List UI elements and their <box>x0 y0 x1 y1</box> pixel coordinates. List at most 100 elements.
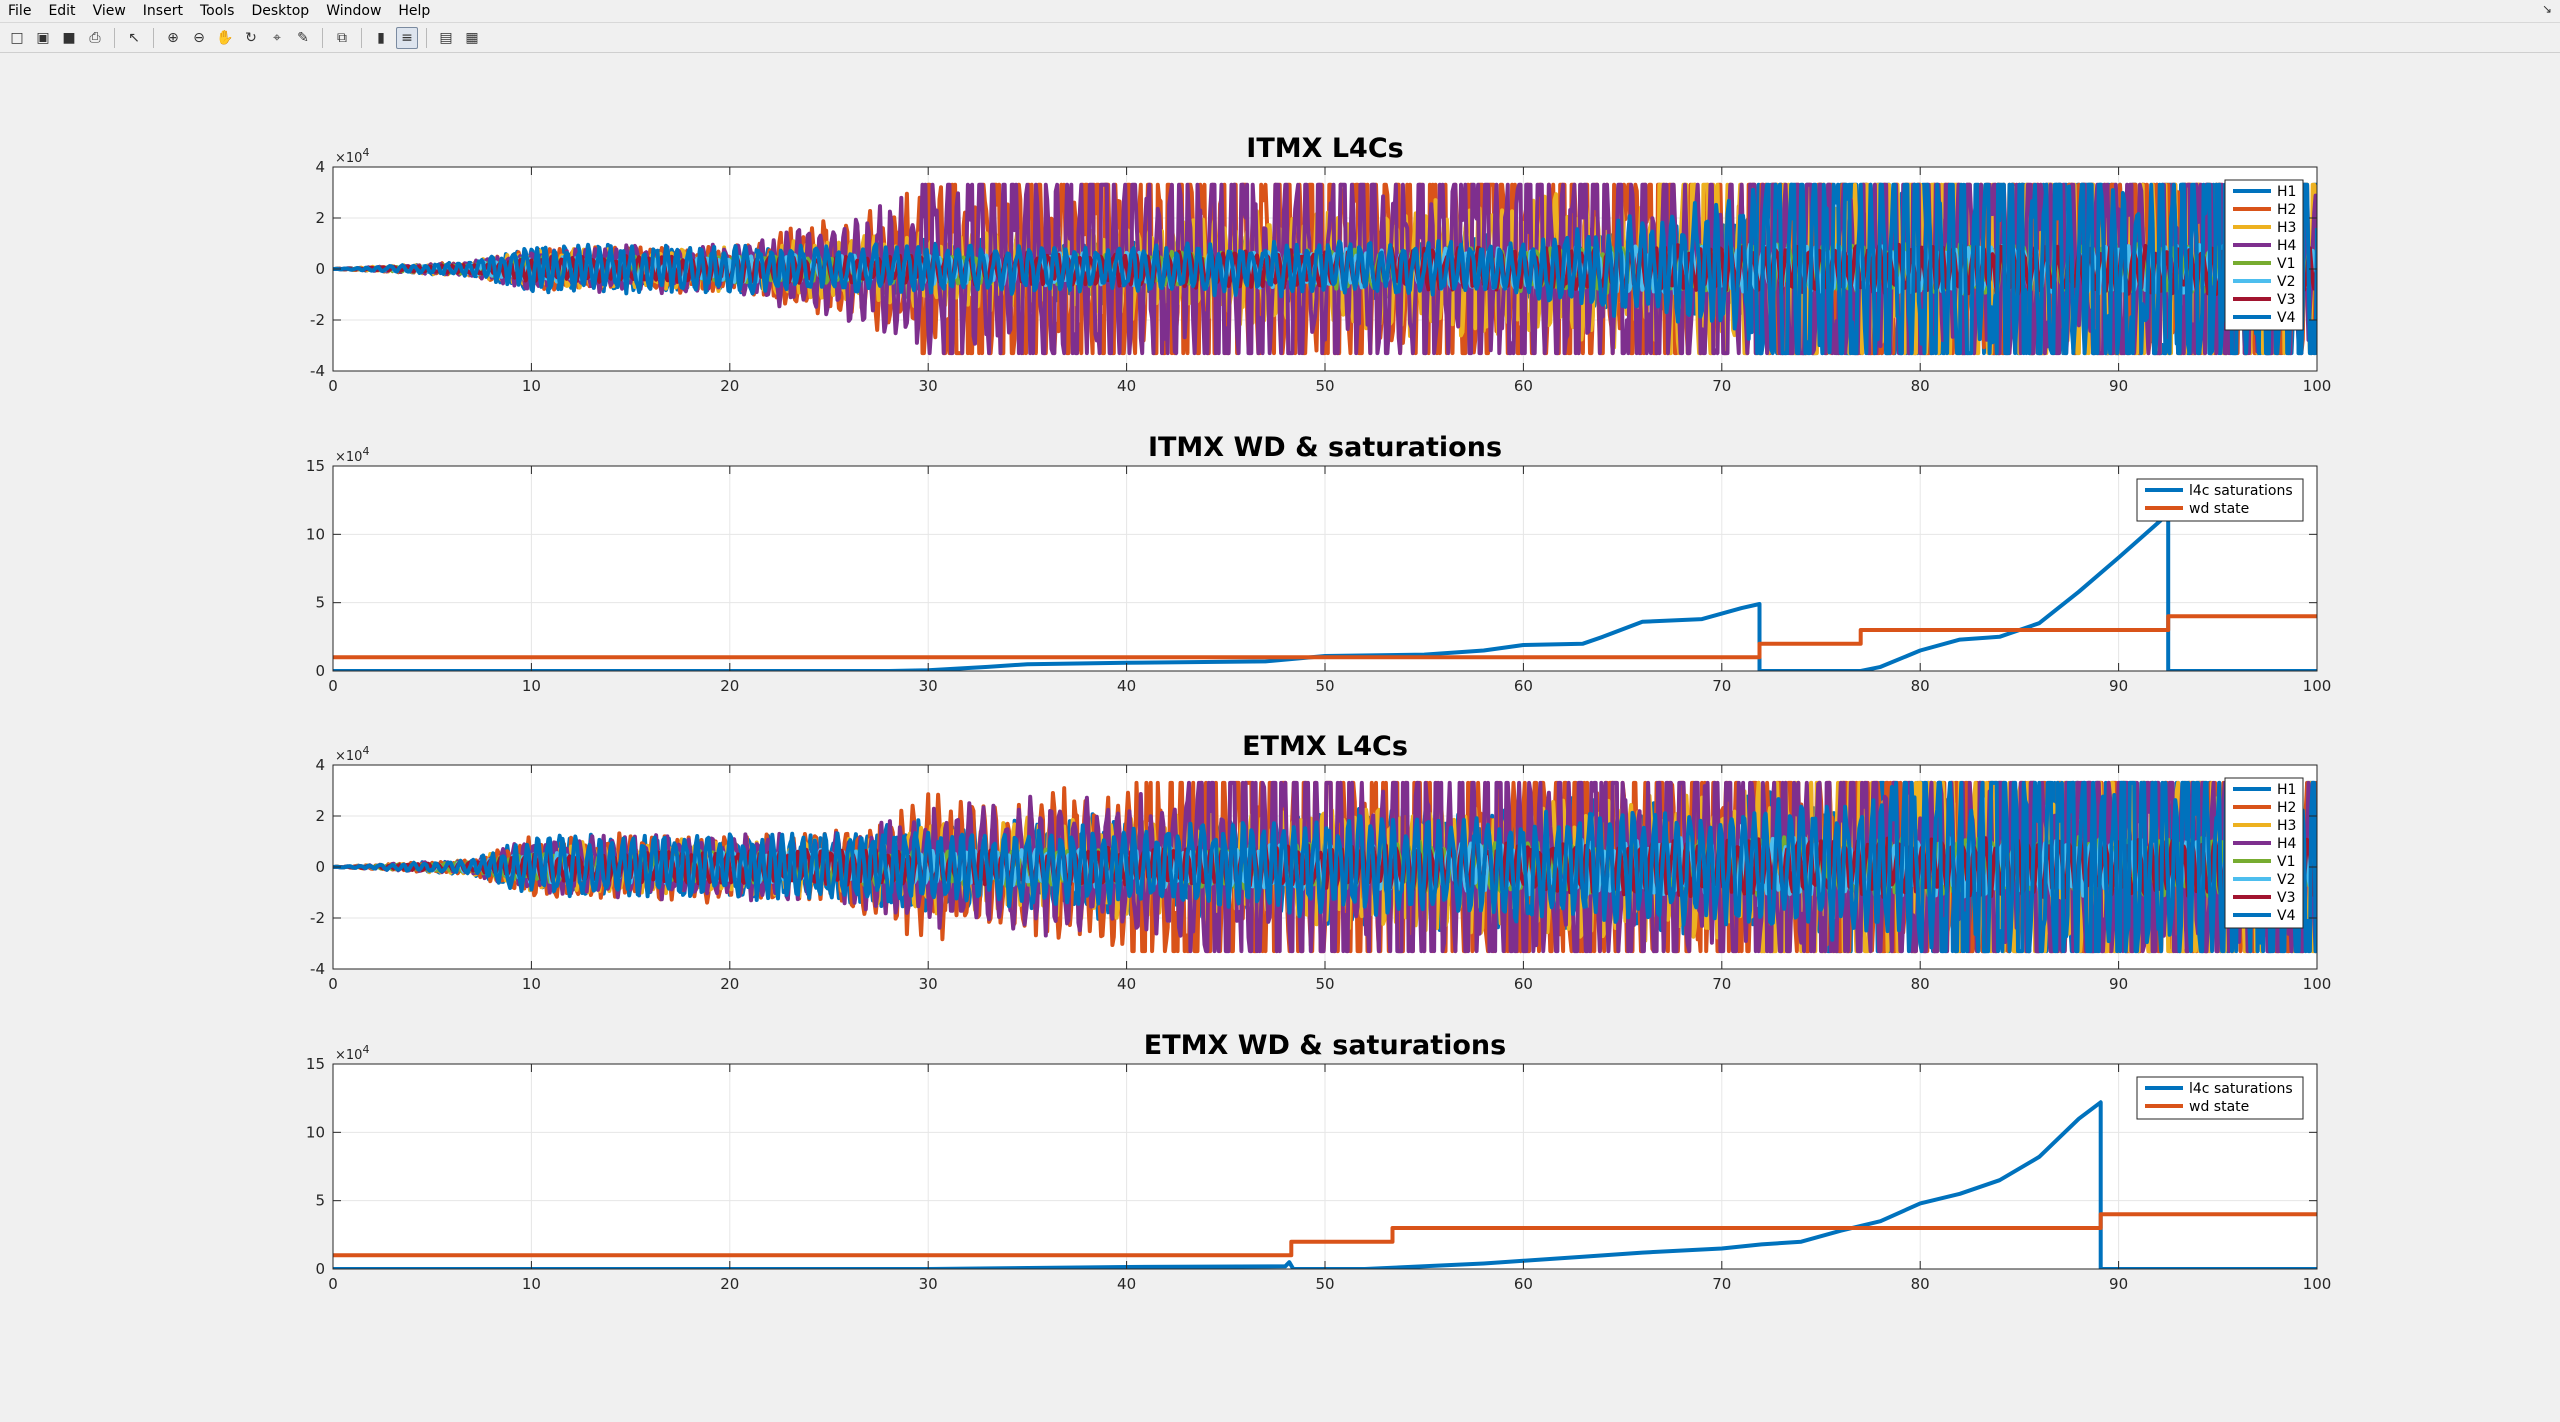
brush-icon[interactable]: ✎ <box>297 29 309 46</box>
hide-plot-tools-icon[interactable]: ▤ <box>439 29 453 46</box>
legend-entry: V3 <box>2277 292 2295 308</box>
x-tick-label: 70 <box>1712 1275 1731 1293</box>
x-tick-label: 60 <box>1514 1275 1533 1293</box>
menu-insert[interactable]: Insert <box>142 3 183 19</box>
x-tick-label: 10 <box>522 975 541 993</box>
y-exponent-label: ×104 <box>335 445 369 465</box>
pan-icon[interactable]: ✋ <box>216 29 234 46</box>
dock-arrow-icon[interactable]: ↘ <box>2541 2 2552 16</box>
menu-help[interactable]: Help <box>398 3 431 19</box>
legend: H1 H2 H3 H4 V1 V2 V3 V4 <box>2224 179 2304 331</box>
x-tick-label: 90 <box>2109 677 2128 695</box>
x-tick-label: 100 <box>2303 1275 2332 1293</box>
x-tick-label: 70 <box>1712 377 1731 395</box>
legend-entry: H1 <box>2277 782 2296 798</box>
x-tick-label: 10 <box>522 677 541 695</box>
rotate-icon[interactable]: ↻ <box>245 29 257 46</box>
new-file-icon[interactable]: □ <box>10 29 24 46</box>
x-tick-label: 60 <box>1514 975 1533 993</box>
menu-desktop[interactable]: Desktop <box>251 3 310 19</box>
x-tick-label: 50 <box>1315 1275 1334 1293</box>
x-tick-label: 30 <box>919 1275 938 1293</box>
series-group <box>333 511 2317 671</box>
toolbar-separator <box>322 27 323 48</box>
x-tick-label: 80 <box>1911 975 1930 993</box>
y-exponent-label: ×104 <box>335 1043 369 1063</box>
series-line-l4c-saturations <box>333 1100 2317 1269</box>
y-tick-label: 0 <box>315 858 325 876</box>
menu-edit[interactable]: Edit <box>48 3 76 19</box>
menu-view[interactable]: View <box>92 3 126 19</box>
y-tick-label: 0 <box>315 1260 325 1278</box>
series-line-wd-state <box>333 1212 2317 1258</box>
y-tick-label: 5 <box>315 594 325 612</box>
y-exponent-power: 4 <box>362 744 369 757</box>
legend-entry: H2 <box>2277 202 2296 218</box>
menu-file[interactable]: File <box>8 3 32 19</box>
y-tick-label: 10 <box>306 1123 325 1141</box>
series-line-l4c-saturations <box>333 511 2317 671</box>
legend-entry: l4c saturations <box>2189 1081 2293 1097</box>
x-tick-label: 80 <box>1911 677 1930 695</box>
x-tick-label: 0 <box>328 677 338 695</box>
y-tick-label: -2 <box>310 311 325 329</box>
x-tick-label: 70 <box>1712 677 1731 695</box>
save-icon[interactable]: ■ <box>62 29 76 46</box>
legend-entry: H3 <box>2277 818 2296 834</box>
y-tick-label: 2 <box>315 209 325 227</box>
series-group <box>333 1100 2317 1269</box>
colorbar-icon[interactable]: ▮ <box>377 29 385 46</box>
open-folder-icon[interactable]: ▣ <box>36 29 50 46</box>
x-tick-label: 100 <box>2303 377 2332 395</box>
zoom-out-icon[interactable]: ⊖ <box>193 29 205 46</box>
y-tick-label: -4 <box>310 960 325 978</box>
y-tick-label: 2 <box>315 807 325 825</box>
y-exponent-power: 4 <box>362 445 369 458</box>
x-tick-label: 70 <box>1712 975 1731 993</box>
link-plot-icon[interactable]: ⧉ <box>337 29 347 46</box>
legend-entry: V2 <box>2277 872 2295 888</box>
x-tick-label: 60 <box>1514 377 1533 395</box>
show-plot-tools-icon[interactable]: ▦ <box>465 29 479 46</box>
legend-box <box>2224 777 2304 929</box>
toolbar-separator <box>426 27 427 48</box>
legend-entry: V1 <box>2277 256 2295 272</box>
x-tick-label: 80 <box>1911 377 1930 395</box>
legend-entry: H1 <box>2277 184 2296 200</box>
pointer-icon[interactable]: ↖ <box>128 29 140 46</box>
figure-canvas: 0 10 20 30 40 50 60 70 80 90 100 -4 -2 0 2 4 ×104 ITMX L4… <box>0 54 2560 1418</box>
x-tick-label: 60 <box>1514 677 1533 695</box>
y-tick-label: 15 <box>306 1055 325 1073</box>
x-tick-label: 40 <box>1117 975 1136 993</box>
toolbar-separator <box>114 27 115 48</box>
legend-icon[interactable]: ≡ <box>396 26 418 49</box>
legend-entry: V4 <box>2277 310 2296 326</box>
legend-entry: wd state <box>2189 501 2249 517</box>
axes-title: ETMX WD & saturations <box>1144 1030 1506 1061</box>
x-tick-label: 30 <box>919 377 938 395</box>
x-tick-label: 90 <box>2109 377 2128 395</box>
zoom-in-icon[interactable]: ⊕ <box>167 29 179 46</box>
x-tick-label: 30 <box>919 677 938 695</box>
y-tick-label: -2 <box>310 909 325 927</box>
x-tick-label: 90 <box>2109 1275 2128 1293</box>
print-icon[interactable]: ⎙ <box>89 29 101 46</box>
y-exponent-power: 4 <box>362 146 369 159</box>
series-group <box>333 182 2317 356</box>
legend-entry: H4 <box>2277 238 2297 254</box>
x-tick-label: 90 <box>2109 975 2128 993</box>
x-tick-label: 40 <box>1117 1275 1136 1293</box>
series-line-wd-state <box>333 614 2317 660</box>
y-exponent-label: ×104 <box>335 146 369 166</box>
menu-tools[interactable]: Tools <box>199 3 235 19</box>
x-tick-label: 50 <box>1315 677 1334 695</box>
data-cursor-icon[interactable]: ⌖ <box>273 29 281 46</box>
legend-entry: H3 <box>2277 220 2296 236</box>
menu-window[interactable]: Window <box>326 3 382 19</box>
x-tick-label: 20 <box>720 1275 739 1293</box>
x-tick-label: 0 <box>328 975 338 993</box>
legend-entry: V3 <box>2277 890 2295 906</box>
